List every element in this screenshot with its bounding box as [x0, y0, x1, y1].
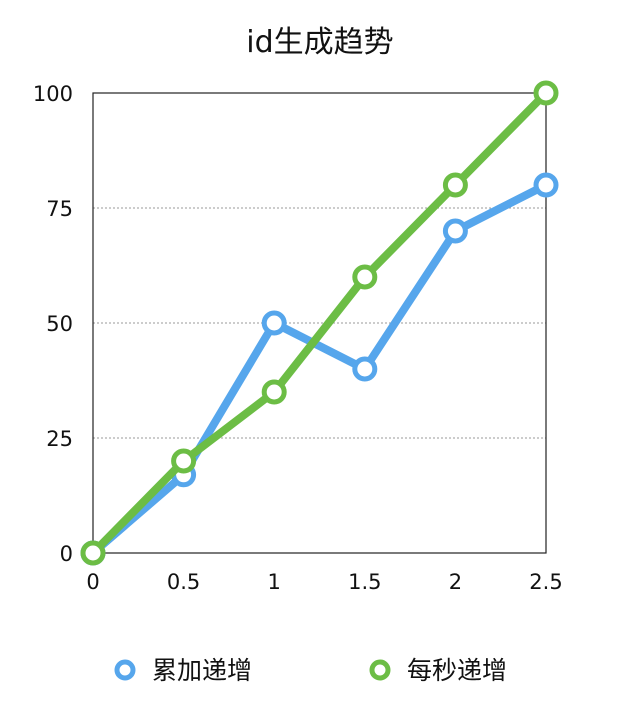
data-point-marker: [171, 448, 197, 474]
data-point-marker: [533, 80, 559, 106]
series-line: [89, 89, 550, 557]
x-tick-label: 1.5: [348, 570, 381, 594]
data-point-marker: [533, 172, 559, 198]
legend-label: 累加递增: [152, 656, 252, 685]
x-tick-label: 0.5: [167, 570, 200, 594]
legend[interactable]: 累加递增 每秒递增: [114, 656, 507, 685]
series-lines: [80, 80, 559, 566]
series-line: [89, 181, 550, 557]
x-tick-label: 2: [449, 570, 462, 594]
chart-title: id生成趋势: [246, 25, 393, 60]
plot-area-frame: [92, 92, 547, 554]
data-point-marker: [352, 356, 378, 382]
y-tick-label: 100: [33, 82, 73, 106]
y-axis-tick-labels: 0 25 50 75 100: [33, 82, 73, 566]
legend-marker-icon: [114, 659, 136, 681]
y-tick-label: 25: [46, 427, 73, 451]
data-point-marker: [352, 264, 378, 290]
data-point-marker: [442, 218, 468, 244]
legend-marker-icon: [369, 659, 391, 681]
y-tick-label: 0: [60, 542, 73, 566]
x-tick-label: 1: [268, 570, 281, 594]
data-point-marker: [442, 172, 468, 198]
y-tick-label: 50: [46, 312, 73, 336]
data-point-marker: [261, 310, 287, 336]
legend-label: 每秒递增: [407, 656, 507, 685]
series-1: [80, 172, 559, 566]
x-tick-label: 2.5: [529, 570, 562, 594]
legend-item-1[interactable]: 累加递增: [114, 656, 252, 685]
series-2: [80, 80, 559, 566]
y-tick-label: 75: [46, 197, 73, 221]
data-point-marker: [261, 379, 287, 405]
data-point-marker: [80, 540, 106, 566]
gridlines: [93, 207, 546, 439]
x-axis-tick-labels: 0 0.5 1 1.5 2 2.5: [86, 570, 562, 594]
x-tick-label: 0: [86, 570, 99, 594]
legend-item-2[interactable]: 每秒递增: [369, 656, 507, 685]
